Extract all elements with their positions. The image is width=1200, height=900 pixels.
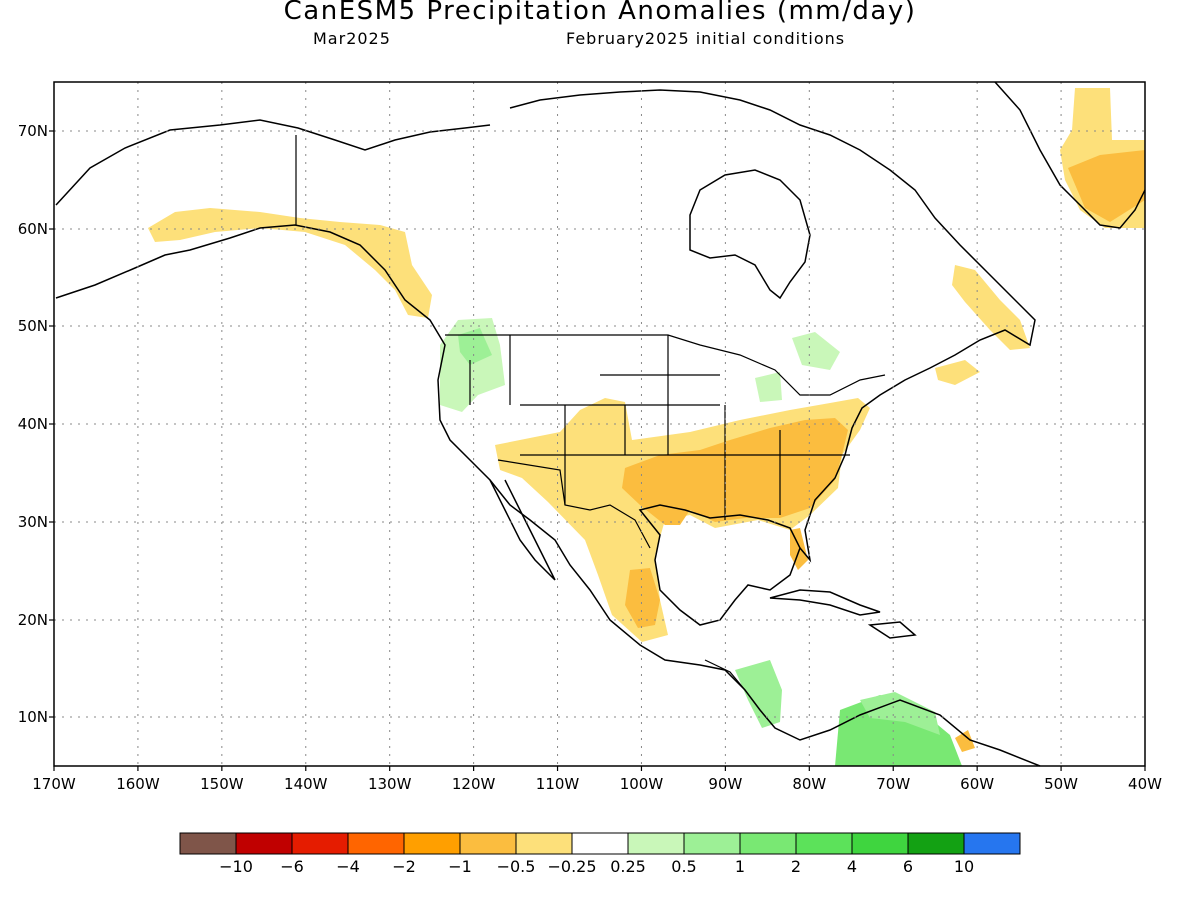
lon-label: 150W [200,775,244,793]
border-states-3 [469,335,850,456]
colorbar-label: −0.25 [547,857,597,876]
border-us-mexico [497,459,651,549]
lon-label: 140W [284,775,328,793]
lon-label: 110W [535,775,580,793]
colorbar-swatch [795,832,853,855]
initial-conditions: February2025 initial conditions [566,29,846,48]
lon-label: 70W [876,775,911,793]
colorbar-swatch [907,832,965,855]
border-central-america [704,659,746,691]
coast-hudson-bay [689,169,811,300]
colorbar-swatch [235,832,293,855]
colorbar-label: 10 [953,857,975,876]
colorbar-label: −6 [280,857,304,876]
anomaly-fills [148,88,1145,766]
dry-labrador [952,265,1030,350]
axis-ticks [49,130,1146,771]
dry-alaska-coast [148,208,432,318]
colorbar-swatch [683,832,741,855]
lon-label: 130W [367,775,412,793]
colorbar-label: 4 [846,857,858,876]
coastlines [55,81,1146,767]
colorbar-swatch [571,832,629,855]
colorbar-label: −10 [219,857,253,876]
wet-michigan [755,372,782,402]
colorbar-label: −0.5 [496,857,536,876]
coast-greenland [994,81,1146,229]
lon-label: 100W [619,775,664,793]
coast-alaska-north [55,119,491,206]
colorbar-swatch [179,832,237,855]
colorbar-label: 0.25 [610,857,646,876]
wet-great-lakes [792,332,840,370]
wet-central-america [735,660,782,728]
lon-label: 170W [32,775,76,793]
lon-label: 60W [960,775,995,793]
wet-pnw-core [458,328,492,365]
map-title: CanESM5 Precipitation Anomalies (mm/day) [283,0,917,26]
coast-hispaniola [867,621,917,639]
colorbar-swatch [627,832,685,855]
lat-label: 40N [17,415,48,433]
colorbar-swatch [403,832,461,855]
wet-pacific-northwest [440,318,505,412]
lon-label: 120W [451,775,496,793]
colorbar-swatch [347,832,405,855]
colorbar-swatch [851,832,909,855]
lat-label: 20N [17,611,48,629]
colorbar-label: 2 [790,857,802,876]
border-us-canada [445,334,886,396]
lat-label: 30N [17,513,48,531]
colorbar-swatch [963,832,1021,855]
political-borders [295,135,886,691]
lon-label: 160W [116,775,160,793]
coast-atlantic [509,89,1036,563]
colorbar-label: 1 [734,857,746,876]
coast-cuba [769,589,881,616]
lon-label: 90W [708,775,743,793]
dry-greenland-core [1068,150,1145,222]
lon-label: 80W [792,775,827,793]
colorbar-swatch [739,832,797,855]
colorbar-label: −2 [392,857,416,876]
colorbar-label: 0.5 [671,857,697,876]
colorbar-swatch [459,832,517,855]
dry-core-mexico [625,568,660,628]
map-gridlines [54,82,1145,766]
lat-label: 50N [17,317,48,335]
lat-label: 10N [17,708,48,726]
colorbar-label: 6 [902,857,914,876]
colorbar-label: −4 [336,857,360,876]
lon-label: 40W [1128,775,1162,793]
colorbar [179,832,1021,855]
colorbar-swatch [291,832,349,855]
valid-month: Mar2025 [313,29,391,48]
colorbar-swatch [515,832,573,855]
dry-core-us [622,418,848,525]
dry-nova-scotia [935,360,980,385]
dry-venezuela [955,730,975,752]
wet-colombia-outer [860,692,940,735]
coast-baja [489,479,556,581]
coast-gulf-of-mexico [638,504,801,626]
lon-label: 50W [1044,775,1079,793]
lat-label: 70N [17,122,48,140]
lat-label: 60N [17,220,48,238]
colorbar-label: −1 [448,857,472,876]
coast-alaska [55,224,1041,767]
